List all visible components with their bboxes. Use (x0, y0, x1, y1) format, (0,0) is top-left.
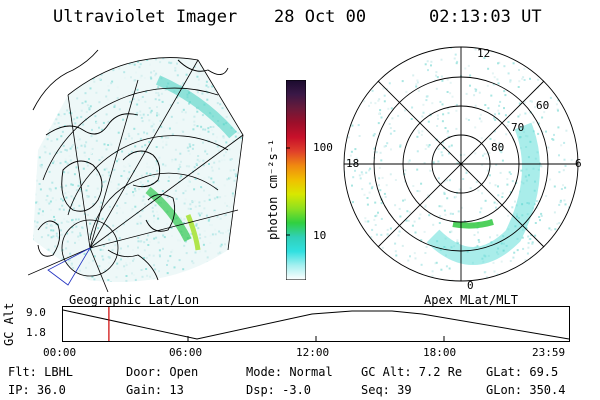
timeline-ytick-high: 9.0 (26, 306, 46, 319)
info-glat: GLat: 69.5 (486, 365, 559, 379)
timeline-xtick-0600: 06:00 (169, 346, 203, 359)
info-gcalt: GC Alt: 7.2 Re (361, 365, 463, 379)
polar-panel-caption: Apex MLat/MLT (424, 293, 518, 307)
info-ip: IP: 36.0 (8, 383, 66, 397)
geographic-map (28, 49, 244, 292)
mlt-label-18: 18 (346, 157, 360, 170)
polar-plot (343, 46, 579, 282)
info-door: Door: Open (126, 365, 199, 379)
timeline-xtick-2359: 23:59 (532, 346, 566, 359)
timeline-xtick-1800: 18:00 (423, 346, 457, 359)
timeline-xtick-0000: 00:00 (43, 346, 77, 359)
geo-panel-caption: Geographic Lat/Lon (69, 293, 200, 307)
mlat-label-80: 80 (491, 141, 505, 154)
info-mode: Mode: Normal (246, 365, 333, 379)
info-seq: Seq: 39 (361, 383, 412, 397)
mlat-label-60: 60 (536, 99, 550, 112)
info-gain: Gain: 13 (126, 383, 184, 397)
image-title: Ultraviolet Imager (53, 7, 238, 27)
colorbar-label: photon cm⁻²s⁻¹ (266, 138, 280, 240)
info-flt: Flt: LBHL (8, 365, 74, 379)
image-date: 28 Oct 00 (274, 7, 367, 27)
mlat-label-70: 70 (511, 121, 525, 134)
mlt-label-6: 6 (575, 157, 582, 170)
info-glon: GLon: 350.4 (486, 383, 566, 397)
colorbar-tick-100: 100 (313, 141, 333, 154)
timeline-ylabel: GC Alt (2, 302, 16, 346)
info-dsp: Dsp: -3.0 (246, 383, 312, 397)
colorbar-tick-10: 10 (313, 229, 327, 242)
mlt-label-0: 0 (467, 279, 474, 292)
timeline-xtick-1200: 12:00 (296, 346, 330, 359)
image-time: 02:13:03 UT (429, 7, 542, 27)
color-scale-bar (286, 80, 306, 280)
orbit-altitude-timeline (62, 306, 570, 342)
timeline-ytick-low: 1.8 (26, 326, 46, 339)
mlt-label-12: 12 (477, 47, 491, 60)
